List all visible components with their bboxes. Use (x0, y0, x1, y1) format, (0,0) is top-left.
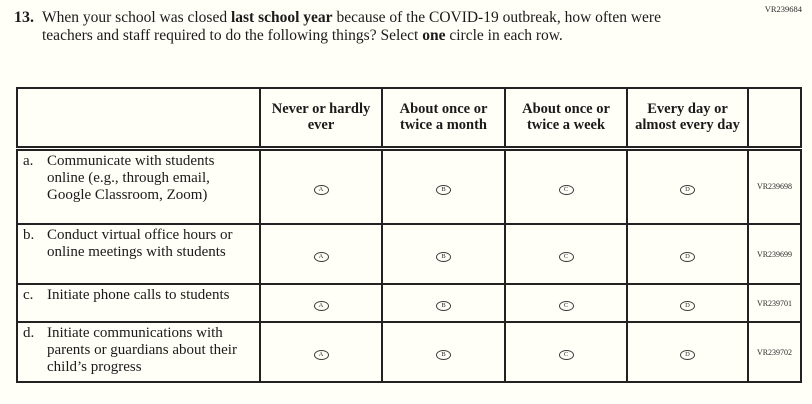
answer-bubble-a-week[interactable]: C (558, 185, 574, 195)
answer-bubble-a-never[interactable]: A (313, 185, 329, 195)
statement-cell: a. Communicate with students online (e.g… (16, 147, 261, 225)
question-segment: because of the COVID-19 outbreak, how of… (42, 9, 661, 45)
answer-bubble-c-never[interactable]: A (313, 301, 329, 312)
option-cell[interactable]: B (381, 283, 506, 323)
option-cell[interactable]: D (626, 147, 749, 225)
option-cell[interactable]: C (504, 147, 628, 225)
question-segment-bold: last school year (230, 9, 333, 26)
column-header-everyday: Every day or almost every day (626, 87, 749, 151)
question-segment: When your school was closed (42, 9, 231, 26)
row-code: VR239699 (747, 223, 802, 285)
header-empty-cell (16, 87, 261, 151)
option-cell[interactable]: B (381, 223, 506, 285)
answer-bubble-c-month[interactable]: B (436, 301, 451, 312)
option-cell[interactable]: A (259, 321, 383, 383)
question-number: 13. (14, 9, 34, 26)
option-cell[interactable]: D (626, 223, 749, 285)
row-statement: Conduct virtual office hours or online m… (47, 227, 233, 261)
answer-bubble-a-everyday[interactable]: D (680, 185, 695, 195)
row-letter: a. (23, 152, 34, 169)
row-code: VR239698 (747, 147, 802, 225)
response-matrix-table: Never or hardly ever About once or twice… (16, 87, 802, 383)
table-row-c: c. Initiate phone calls to students A B … (16, 283, 802, 323)
question-segment-bold: one (422, 27, 446, 45)
option-cell[interactable]: B (381, 147, 506, 225)
option-cell[interactable]: A (259, 283, 383, 323)
answer-bubble-d-week[interactable]: C (558, 350, 574, 361)
row-code: VR239702 (747, 321, 802, 383)
question-block: 13. When your school was closed last sch… (14, 9, 704, 46)
row-letter: d. (23, 325, 35, 341)
option-cell[interactable]: A (259, 147, 383, 225)
header-row: Never or hardly ever About once or twice… (16, 87, 802, 151)
answer-bubble-c-everyday[interactable]: D (680, 301, 695, 312)
option-cell[interactable]: D (626, 283, 749, 323)
option-cell[interactable]: C (504, 283, 628, 323)
statement-cell: c. Initiate phone calls to students (16, 283, 261, 323)
column-header-week: About once or twice a week (504, 87, 628, 151)
answer-bubble-b-month[interactable]: B (436, 252, 451, 263)
column-header-month: About once or twice a month (381, 87, 506, 151)
option-cell[interactable]: C (504, 321, 628, 383)
answer-bubble-b-week[interactable]: C (558, 252, 574, 263)
row-statement: Initiate communications with parents or … (47, 325, 237, 376)
answer-bubble-d-everyday[interactable]: D (680, 350, 695, 361)
answer-bubble-c-week[interactable]: C (558, 301, 574, 312)
option-cell[interactable]: B (381, 321, 506, 383)
option-cell[interactable]: C (504, 223, 628, 285)
row-statement: Communicate with students online (e.g., … (47, 152, 215, 203)
statement-cell: d. Initiate communications with parents … (16, 321, 261, 383)
row-letter: c. (23, 287, 34, 303)
question-segment: circle in each row. (445, 27, 563, 45)
row-code: VR239701 (747, 283, 802, 323)
row-statement: Initiate phone calls to students (47, 287, 230, 303)
table-row-d: d. Initiate communications with parents … (16, 321, 802, 383)
answer-bubble-a-month[interactable]: B (436, 185, 451, 195)
table-row-b: b. Conduct virtual office hours or onlin… (16, 223, 802, 285)
answer-bubble-d-never[interactable]: A (313, 350, 329, 361)
table-row-a: a. Communicate with students online (e.g… (16, 147, 802, 225)
column-header-never: Never or hardly ever (259, 87, 383, 151)
statement-cell: b. Conduct virtual office hours or onlin… (16, 223, 261, 285)
answer-bubble-d-month[interactable]: B (436, 350, 451, 361)
answer-bubble-b-never[interactable]: A (313, 252, 329, 263)
question-text: When your school was closed last school … (42, 9, 697, 46)
option-cell[interactable]: D (626, 321, 749, 383)
row-letter: b. (23, 227, 35, 243)
header-code-cell (747, 87, 802, 151)
answer-bubble-b-everyday[interactable]: D (680, 252, 695, 263)
form-code-top-right: VR239684 (764, 4, 802, 14)
option-cell[interactable]: A (259, 223, 383, 285)
